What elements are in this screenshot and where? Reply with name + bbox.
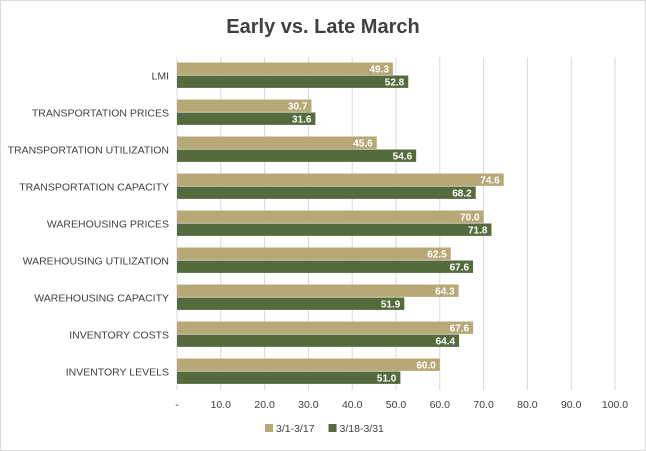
category-label: INVENTORY LEVELS — [66, 367, 169, 379]
data-label: 51.0 — [377, 374, 397, 385]
chart-title: Early vs. Late March — [226, 16, 419, 38]
x-tick-label: 50.0 — [386, 399, 407, 411]
category-label: WAREHOUSING CAPACITY — [34, 293, 169, 305]
data-label: 68.2 — [452, 189, 472, 200]
data-label: 54.6 — [393, 152, 413, 163]
legend-swatch — [265, 424, 273, 432]
x-tick-label: 100.0 — [602, 399, 628, 411]
category-label: WAREHOUSING PRICES — [47, 219, 169, 231]
bars: 49.3 52.8 30.7 31.6 45.6 54.6 74.6 68.2 70.0 71.8… — [177, 62, 504, 385]
legend-label: 3/18-3/31 — [340, 423, 385, 435]
bar — [177, 334, 460, 347]
x-axis-ticks: - 10.0 20.0 30.0 40.0 50.0 60.0 70.0 80.0 90.0 100… — [175, 399, 628, 411]
category-label: INVENTORY COSTS — [69, 330, 169, 342]
data-label: 64.4 — [436, 337, 456, 348]
category-label: TRANSPORTATION PRICES — [32, 108, 169, 120]
bar — [177, 284, 459, 297]
data-label: 67.6 — [450, 263, 470, 274]
bar — [177, 75, 409, 88]
x-tick-label: 80.0 — [517, 399, 538, 411]
bar — [177, 358, 440, 371]
x-tick-label: 40.0 — [342, 399, 363, 411]
bar — [177, 62, 393, 75]
data-label: 64.3 — [435, 287, 455, 298]
x-tick-label: 70.0 — [473, 399, 494, 411]
bar — [177, 247, 451, 260]
legend-label: 3/1-3/17 — [276, 423, 315, 435]
x-tick-label: 10.0 — [211, 399, 232, 411]
category-labels: LMI TRANSPORTATION PRICES TRANSPORTATION U… — [8, 71, 169, 379]
category-label: LMI — [151, 71, 169, 83]
bar — [177, 173, 504, 186]
legend-swatch — [328, 424, 337, 432]
bar — [177, 136, 377, 149]
x-tick-label: 60.0 — [430, 399, 451, 411]
category-label: WAREHOUSING UTILIZATION — [23, 256, 169, 268]
x-tick-label: 90.0 — [561, 399, 582, 411]
data-label: 60.0 — [416, 361, 436, 372]
category-label: TRANSPORTATION CAPACITY — [19, 182, 169, 194]
data-label: 45.6 — [353, 139, 373, 150]
data-label: 51.9 — [381, 300, 401, 311]
data-label: 62.5 — [427, 250, 447, 261]
data-label: 70.0 — [460, 213, 480, 224]
bar — [177, 186, 476, 199]
bar — [177, 112, 316, 125]
data-label: 30.7 — [288, 102, 308, 113]
data-label: 31.6 — [292, 115, 312, 126]
bar — [177, 149, 417, 162]
bar — [177, 99, 312, 112]
x-tick-label: 20.0 — [254, 399, 275, 411]
bar — [177, 260, 474, 273]
data-label: 74.6 — [480, 176, 500, 187]
x-tick-label: 30.0 — [298, 399, 319, 411]
bar — [177, 210, 484, 223]
legend: 3/1-3/17 3/18-3/31 — [265, 423, 384, 435]
bar — [177, 321, 474, 334]
x-tick-label: - — [175, 399, 179, 411]
category-label: TRANSPORTATION UTILIZATION — [8, 145, 169, 157]
bar — [177, 223, 492, 236]
data-label: 71.8 — [468, 226, 488, 237]
data-label: 49.3 — [369, 65, 389, 76]
data-label: 52.8 — [385, 78, 405, 89]
bar — [177, 371, 401, 384]
bar — [177, 297, 405, 310]
data-label: 67.6 — [450, 324, 470, 335]
